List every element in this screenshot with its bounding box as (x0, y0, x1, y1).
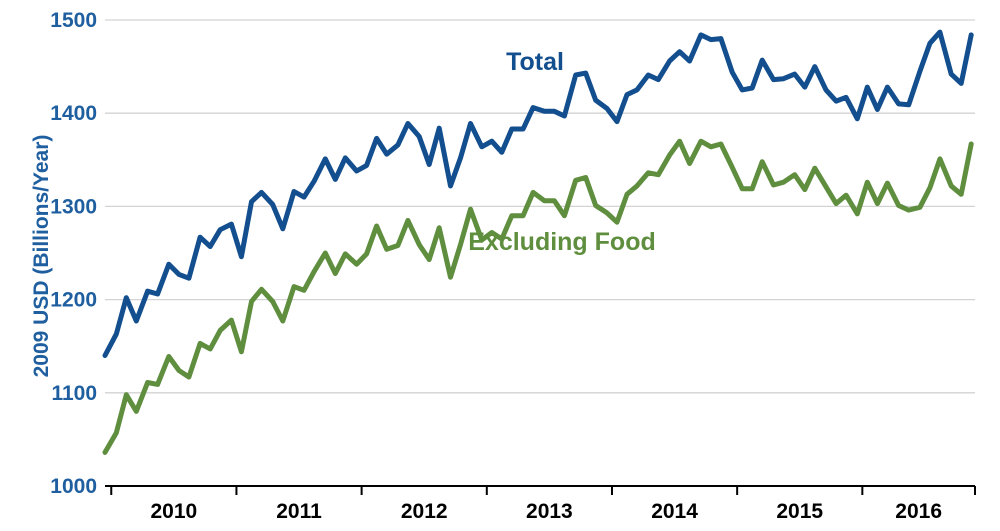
x-tick-label: 2013 (526, 500, 573, 523)
y-tick-label: 1500 (50, 9, 97, 32)
series-line-total (102, 29, 974, 358)
x-tick-label: 2015 (776, 500, 823, 523)
series-lines (102, 29, 974, 455)
y-axis-title: 2009 USD (Billions/Year) (30, 135, 53, 378)
x-tick-label: 2010 (150, 500, 197, 523)
x-tick-label: 2011 (276, 500, 322, 523)
y-axis-ticks: 1000 1100 1200 1300 1400 1500 (50, 9, 97, 498)
x-axis: 2010 2011 2012 2013 2014 2015 2016 (105, 485, 976, 523)
y-tick-label: 1100 (51, 382, 97, 405)
series-label-total: Total (506, 48, 564, 76)
x-tick-label: 2014 (651, 500, 698, 523)
y-tick-label: 1200 (50, 289, 97, 312)
y-tick-label: 1400 (50, 102, 97, 125)
x-tick-label: 2016 (895, 500, 942, 523)
x-tick-label: 2012 (401, 500, 448, 523)
series-label-excluding-food: Excluding Food (468, 228, 656, 256)
y-tick-label: 1000 (50, 475, 97, 498)
series-line-excluding-food (102, 138, 974, 455)
y-tick-label: 1300 (50, 195, 97, 218)
